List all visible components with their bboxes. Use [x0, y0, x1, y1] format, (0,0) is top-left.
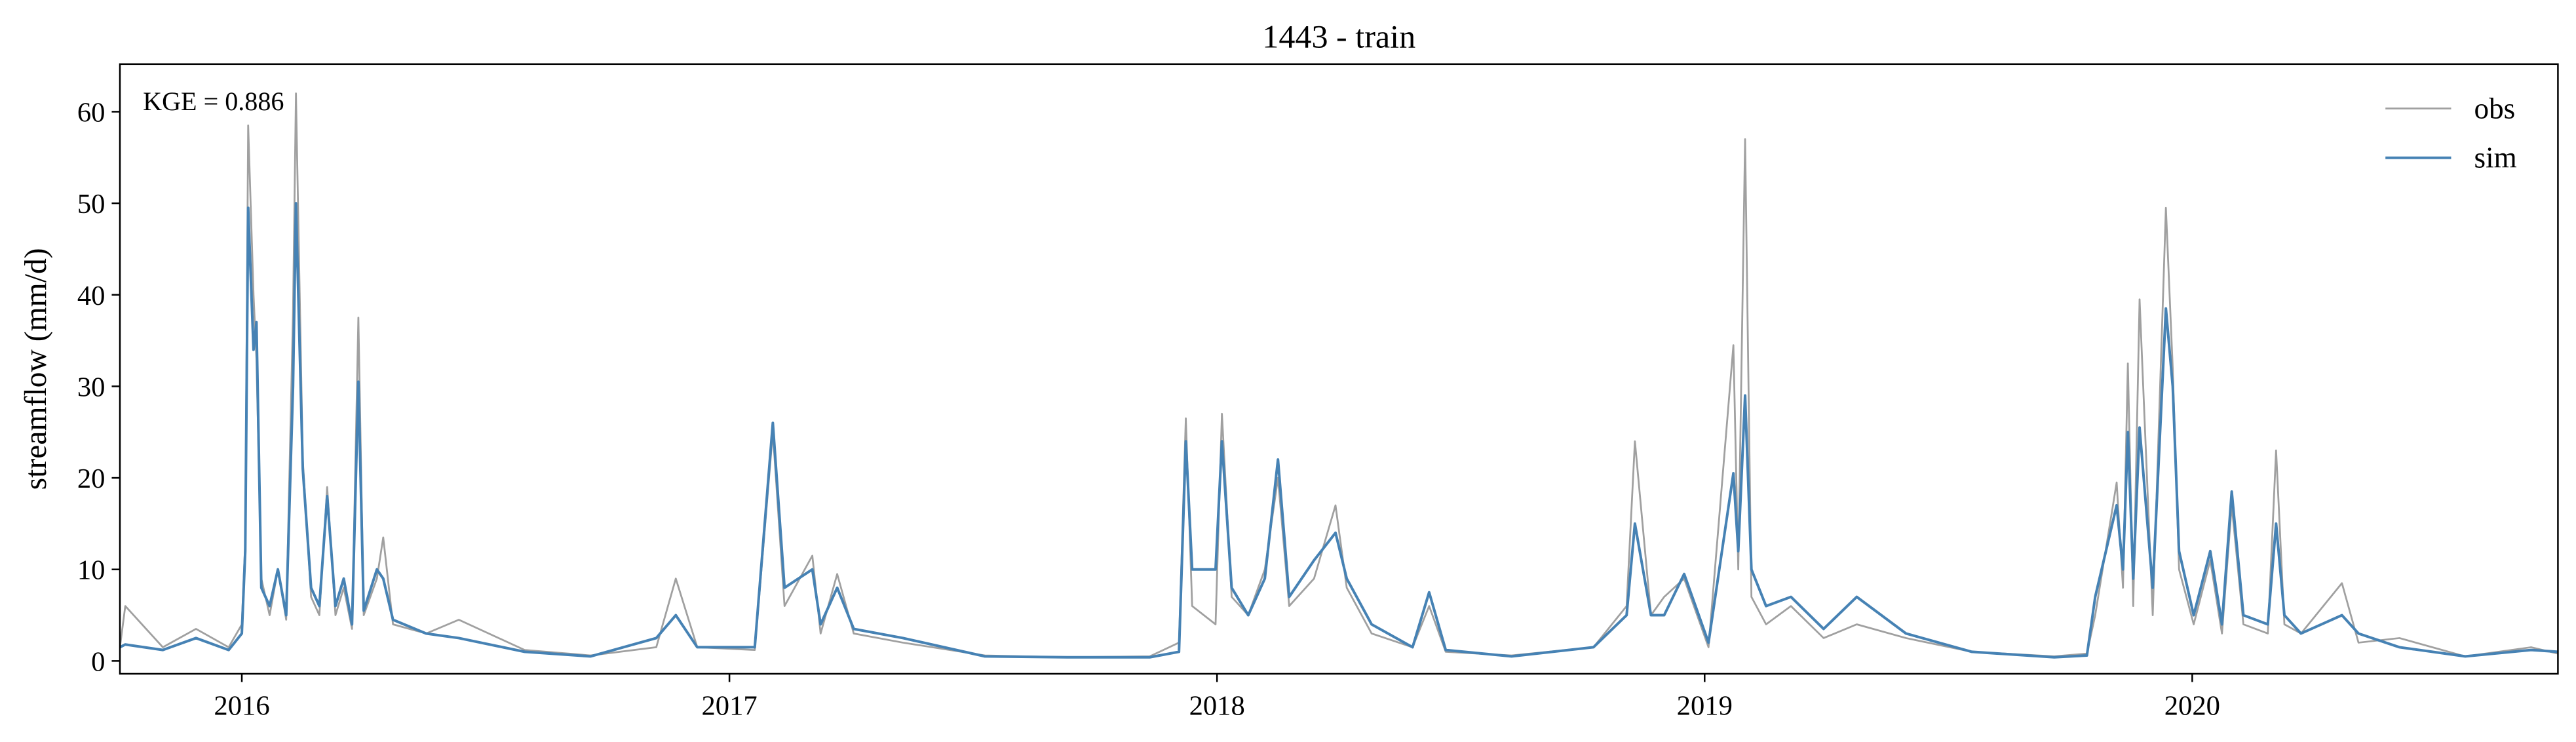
y-tick-label: 30: [77, 372, 106, 402]
x-tick-label: 2016: [214, 691, 269, 722]
chart-title: 1443 - train: [1262, 18, 1415, 55]
y-axis-label: streamflow (mm/d): [19, 248, 53, 490]
x-tick-label: 2017: [702, 691, 758, 722]
y-tick-label: 0: [91, 646, 105, 677]
line-sim: [120, 202, 2558, 659]
x-tick-label: 2018: [1189, 691, 1245, 722]
y-tick-label: 50: [77, 189, 106, 220]
x-tick-label: 2019: [1677, 691, 1733, 722]
annotation: KGE = 0.886: [143, 87, 284, 116]
plot-frame: [119, 63, 2559, 675]
y-tick-label: 10: [77, 555, 106, 586]
legend-label: obs: [2474, 92, 2516, 125]
legend-label: sim: [2474, 142, 2517, 174]
x-tick-label: 2020: [2164, 691, 2220, 722]
y-tick-label: 20: [77, 463, 106, 494]
y-tick-label: 60: [77, 97, 106, 128]
y-tick-label: 40: [77, 281, 106, 311]
